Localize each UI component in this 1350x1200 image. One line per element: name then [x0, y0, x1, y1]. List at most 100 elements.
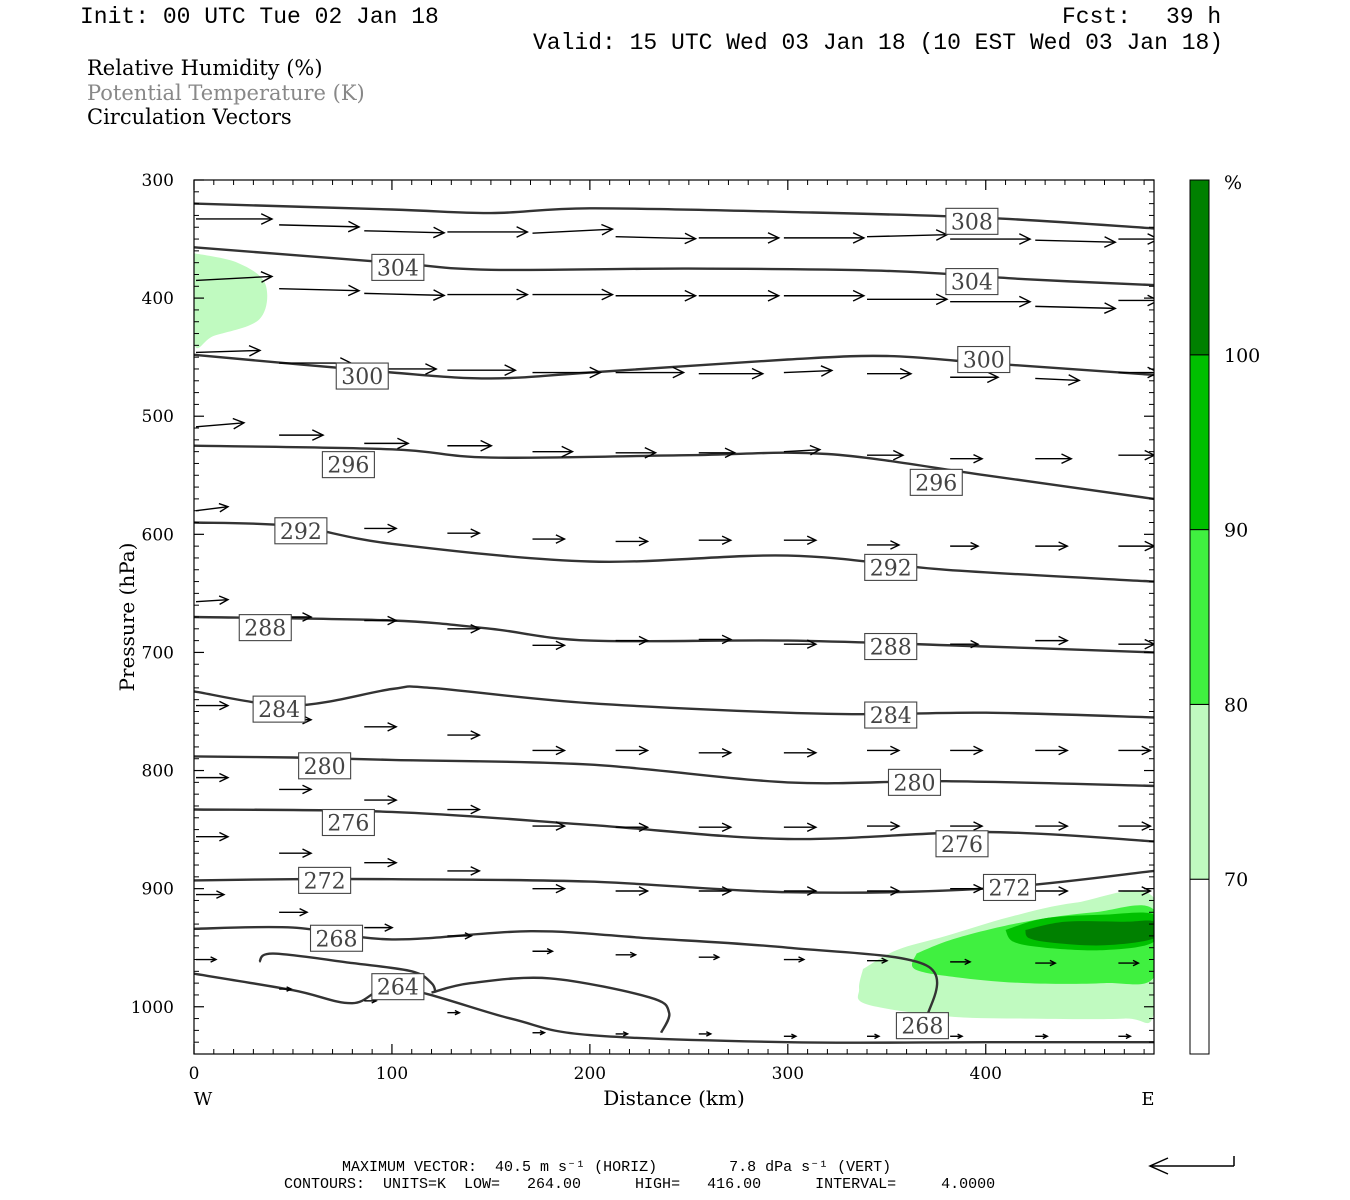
circulation-vector-55 [783, 535, 818, 546]
circulation-vector-56 [867, 540, 901, 550]
circulation-vector-119 [1118, 959, 1140, 967]
circulation-vector-129 [950, 1033, 964, 1040]
contour-label-300-1: 300 [957, 345, 1011, 374]
circulation-vector-34 [1035, 374, 1081, 386]
svg-text:280: 280 [893, 771, 935, 796]
circulation-vector-51 [447, 528, 482, 538]
contour-label-296-0: 296 [321, 451, 375, 479]
circulation-vector-76 [532, 745, 567, 756]
circulation-vector-14 [364, 289, 446, 301]
circulation-vector-85 [279, 784, 313, 795]
circulation-vector-7 [783, 232, 866, 244]
circulation-vector-92 [867, 821, 901, 831]
circulation-vector-84 [196, 772, 230, 783]
circulation-vector-130 [1035, 1033, 1049, 1040]
circulation-vector-62 [364, 615, 398, 626]
forecast-label: Fcst: [1062, 4, 1132, 30]
circulation-vector-9 [950, 233, 1032, 245]
contour-label-284-1: 284 [864, 701, 918, 729]
circulation-vector-86 [364, 795, 398, 805]
circulation-vector-40 [532, 445, 575, 458]
circulation-vector-2 [364, 226, 446, 239]
isentrope-contours [194, 202, 1154, 1044]
circulation-vector-45 [950, 453, 984, 464]
y-tick-label: 400 [142, 289, 174, 309]
circulation-vector-83 [1118, 745, 1153, 756]
contour-labels: 308 304 304 300 300 296 296 292 292 288 288 284 284 2… [238, 207, 1037, 1040]
contour-label-304-1: 304 [945, 268, 999, 296]
y-tick-label: 700 [142, 643, 174, 663]
colorbar-label: 80 [1224, 694, 1248, 716]
circulation-vector-116 [867, 957, 889, 964]
circulation-vector-128 [867, 1033, 881, 1040]
contour-label-292-0: 292 [274, 517, 328, 545]
circulation-vector-80 [867, 745, 901, 756]
contour-label-276-1: 276 [935, 830, 989, 858]
circulation-vector-67 [783, 639, 818, 649]
y-tick-label: 500 [142, 407, 174, 427]
circulation-vector-60 [195, 595, 230, 606]
y-tick-label: 1000 [131, 998, 174, 1018]
circulation-vector-115 [783, 956, 806, 963]
legend-relative-humidity: Relative Humidity (%) [87, 56, 323, 80]
circulation-vector-5 [615, 232, 698, 245]
legend-circulation-vectors: Circulation Vectors [87, 105, 292, 129]
svg-text:268: 268 [901, 1015, 943, 1040]
rh-region-100-4 [1025, 920, 1154, 946]
circulation-vector-43 [783, 444, 822, 456]
colorbar-segment-4 [1189, 179, 1210, 356]
x-tick-label: 100 [376, 1064, 408, 1084]
contour-label-280-1: 280 [887, 768, 942, 796]
circulation-vector-50 [364, 523, 398, 534]
svg-text:264: 264 [377, 976, 419, 1001]
isentrope-292-4 [194, 521, 1154, 583]
circulation-vector-32 [867, 367, 913, 380]
circulation-vector-30 [698, 367, 765, 380]
svg-text:276: 276 [941, 833, 983, 858]
circulation-vector-31 [783, 365, 834, 377]
circulation-vectors [195, 213, 1154, 1040]
rh-region-70-0 [194, 253, 268, 349]
circulation-vector-75 [447, 730, 482, 740]
circulation-vector-106 [1035, 886, 1069, 896]
circulation-vector-109 [279, 907, 309, 917]
y-axis-title: Pressure (hPa) [115, 543, 139, 692]
circulation-vector-10 [1035, 236, 1117, 248]
isentrope-296-3 [194, 444, 1154, 501]
contour-info: CONTOURS: UNITS=K LOW= 264.00 HIGH= 416.… [284, 1176, 996, 1193]
contour-label-304-0: 304 [371, 253, 425, 281]
x-axis-title: Distance (km) [603, 1086, 745, 1110]
circulation-vector-63 [447, 623, 482, 634]
circulation-vector-97 [279, 848, 313, 859]
contour-label-264-0: 264 [371, 973, 425, 1001]
contour-label-292-1: 292 [864, 553, 918, 581]
circulation-vector-71 [1118, 638, 1154, 650]
contour-label-288-0: 288 [238, 614, 292, 642]
colorbar-segment-1 [1189, 703, 1210, 880]
svg-text:296: 296 [915, 471, 957, 496]
circulation-vector-58 [1035, 541, 1069, 551]
isentrope-268-10 [194, 925, 939, 1039]
circulation-vector-13 [279, 284, 361, 297]
circulation-vector-81 [950, 745, 984, 756]
svg-text:300: 300 [341, 365, 383, 390]
circulation-vector-125 [615, 1031, 630, 1037]
init-time: Init: 00 UTC Tue 02 Jan 18 [80, 4, 439, 30]
y-tick-label: 800 [142, 762, 174, 782]
contour-label-300-0: 300 [335, 362, 389, 390]
contour-label-276-0: 276 [321, 808, 375, 837]
y-tick-label: 300 [142, 171, 174, 191]
x-tick-label: 200 [574, 1064, 606, 1084]
circulation-vector-29 [615, 366, 686, 379]
circulation-vector-111 [447, 932, 474, 940]
circulation-vector-87 [447, 804, 482, 815]
isentrope-308-0 [194, 202, 1154, 230]
circulation-vector-90 [698, 822, 733, 833]
colorbar-segment-3 [1189, 354, 1210, 531]
circulation-vector-33 [950, 371, 1000, 384]
circulation-vector-21 [950, 295, 1032, 308]
circulation-vector-16 [532, 288, 615, 301]
svg-text:292: 292 [870, 556, 912, 581]
circulation-vector-57 [950, 541, 980, 551]
circulation-vector-95 [1118, 821, 1153, 831]
